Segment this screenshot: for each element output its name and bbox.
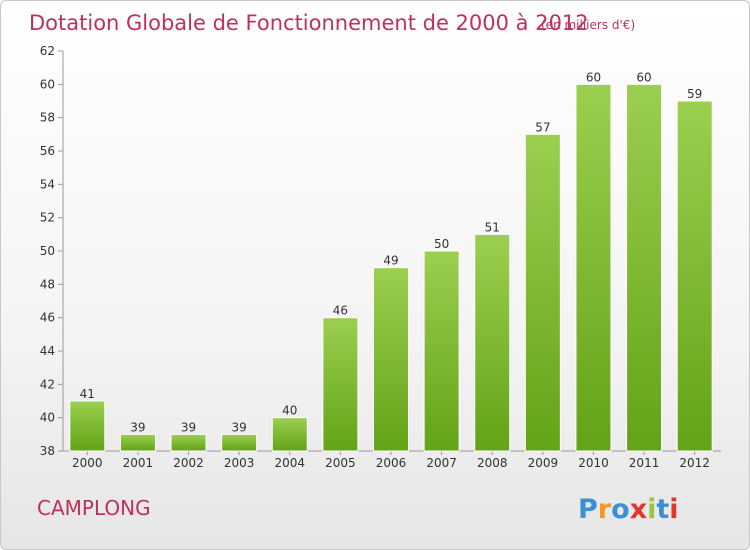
x-tick-label: 2004: [274, 456, 305, 470]
chart-title: Dotation Globale de Fonctionnement de 20…: [29, 11, 589, 35]
bar: [373, 267, 409, 452]
data-label: 49: [383, 254, 398, 268]
y-tick-label: 44: [40, 344, 55, 358]
data-label: 57: [535, 120, 550, 134]
data-label: 60: [636, 70, 651, 84]
x-tick-label: 2012: [679, 456, 710, 470]
x-tick-label: 2001: [123, 456, 154, 470]
proxiti-logo: Proxiti: [578, 494, 679, 525]
bar: [119, 433, 156, 452]
logo-letter: r: [598, 494, 612, 525]
commune-name: CAMPLONG: [37, 496, 151, 520]
y-tick-label: 48: [40, 277, 55, 291]
logo-letter: t: [656, 494, 669, 525]
x-tick-label: 2003: [224, 456, 255, 470]
data-label: 59: [687, 87, 702, 101]
y-tick-label: 54: [40, 177, 55, 191]
bar: [575, 83, 612, 452]
y-tick-label: 40: [40, 411, 55, 425]
bar: [524, 133, 561, 452]
y-tick-label: 52: [40, 211, 55, 225]
bar: [626, 83, 663, 452]
bar: [676, 100, 713, 452]
x-tick-label: 2008: [477, 456, 508, 470]
logo-letter: o: [611, 494, 630, 525]
data-label: 41: [80, 387, 95, 401]
chart-subtitle: (en milliers d'€): [541, 18, 635, 32]
x-tick-label: 2010: [578, 456, 609, 470]
x-tick-label: 2009: [528, 456, 559, 470]
x-tick-label: 2006: [376, 456, 407, 470]
bar: [69, 400, 106, 452]
y-tick-label: 62: [40, 44, 55, 58]
y-tick-label: 56: [40, 144, 55, 158]
logo-letter: i: [669, 494, 678, 525]
bar: [423, 250, 460, 452]
data-label: 39: [130, 420, 145, 434]
y-tick-label: 46: [40, 311, 55, 325]
bar: [170, 433, 207, 452]
data-label: 39: [181, 420, 196, 434]
data-label: 40: [282, 404, 297, 418]
x-tick-label: 2011: [629, 456, 660, 470]
y-tick-label: 38: [40, 444, 55, 458]
logo-letter: i: [647, 494, 656, 525]
x-tick-label: 2000: [72, 456, 103, 470]
x-tick-label: 2005: [325, 456, 356, 470]
x-tick-label: 2007: [426, 456, 457, 470]
logo-letter: P: [578, 494, 598, 525]
y-tick-label: 60: [40, 77, 55, 91]
y-tick-label: 50: [40, 244, 55, 258]
bar: [271, 417, 308, 452]
data-label: 60: [586, 70, 601, 84]
data-label: 51: [485, 220, 500, 234]
axes: 38 40 42 44 46 48 50 52 54 56 58 60 62 2000 2001 2002 20…: [40, 44, 721, 470]
data-label: 39: [232, 420, 247, 434]
y-tick-label: 58: [40, 111, 55, 125]
bars: 41 39 39 39 40 46 49 50 51 57 60 60 59: [69, 70, 713, 452]
bar: [322, 317, 359, 452]
data-label: 50: [434, 237, 449, 251]
x-tick-label: 2002: [173, 456, 204, 470]
bar: [221, 433, 258, 452]
logo-letter: x: [630, 494, 647, 525]
y-tick-label: 42: [40, 377, 55, 391]
bar: [474, 233, 511, 452]
data-label: 46: [333, 304, 348, 318]
